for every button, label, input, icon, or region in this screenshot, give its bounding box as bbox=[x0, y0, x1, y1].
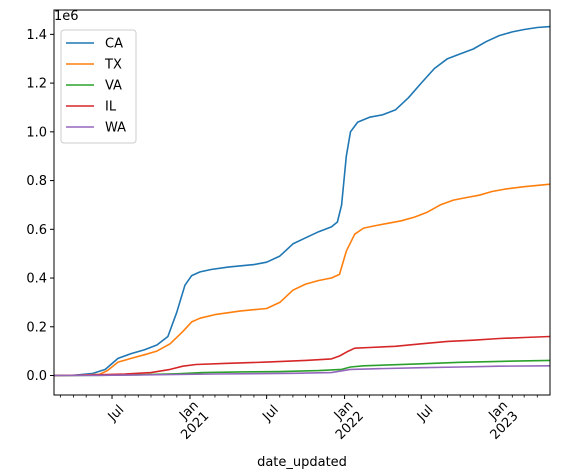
legend-label-il: IL bbox=[105, 100, 117, 115]
plot-area-frame bbox=[53, 9, 551, 396]
legend: CA TX VA IL WA bbox=[60, 29, 137, 144]
legend-label-tx: TX bbox=[104, 58, 122, 73]
y-axis-ticks: 0.0 0.2 0.4 0.6 0.8 1.0 1.2 1.4 bbox=[26, 28, 54, 384]
y-tick-label: 0.2 bbox=[26, 320, 47, 335]
y-tick-label: 0.6 bbox=[26, 223, 47, 238]
legend-label-ca: CA bbox=[105, 37, 123, 52]
legend-box bbox=[60, 29, 137, 144]
series-line-ca bbox=[53, 25, 551, 377]
x-axis-label: date_updated bbox=[257, 455, 347, 470]
y-tick-label: 0.8 bbox=[26, 174, 47, 189]
series-line-tx bbox=[53, 183, 551, 377]
series-line-il bbox=[53, 335, 551, 377]
legend-label-va: VA bbox=[105, 79, 122, 94]
y-tick-label: 1.0 bbox=[26, 125, 47, 140]
y-tick-label: 0.4 bbox=[26, 272, 47, 287]
legend-label-wa: WA bbox=[105, 121, 126, 136]
series-lines bbox=[53, 25, 551, 377]
y-tick-label: 0.0 bbox=[26, 369, 47, 384]
y-axis-offset-text: 1e6 bbox=[54, 9, 79, 24]
series-line-wa bbox=[53, 365, 551, 377]
y-tick-label: 1.4 bbox=[26, 28, 47, 43]
y-tick-label: 1.2 bbox=[26, 77, 47, 92]
